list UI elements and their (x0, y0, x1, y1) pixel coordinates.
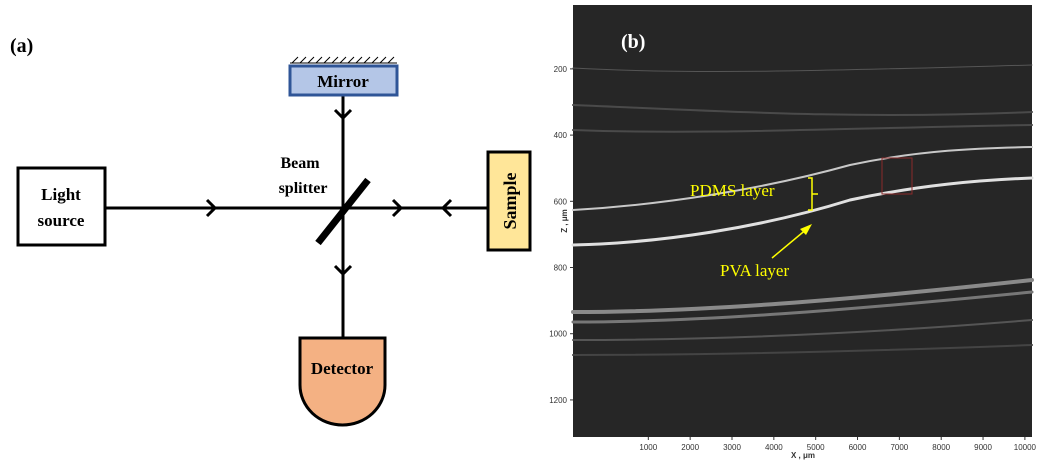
mirror-label: Mirror (317, 72, 369, 91)
x-tick-label: 6000 (849, 443, 867, 452)
panel-a: (a) Light source Mirror Beam splitter Sa… (10, 35, 530, 425)
light-source-label: Light (41, 185, 81, 204)
pdms-annotation: PDMS layer (690, 181, 775, 200)
oct-image (573, 5, 1032, 437)
beam-splitter-label: Beam (280, 155, 320, 172)
y-axis-label: Z , μm (560, 209, 569, 233)
y-tick-label: 200 (554, 65, 568, 74)
x-tick-label: 9000 (974, 443, 992, 452)
light-source-box (18, 168, 105, 245)
x-tick-label: 3000 (723, 443, 741, 452)
arrows (207, 110, 451, 274)
detector-label: Detector (311, 359, 374, 378)
mirror-hatch (290, 57, 397, 63)
y-tick-label: 1000 (549, 330, 567, 339)
x-tick-label: 1000 (639, 443, 657, 452)
panel-label: (a) (10, 35, 33, 57)
x-tick-label: 7000 (890, 443, 908, 452)
x-axis-label: X , μm (791, 451, 815, 460)
panel-label: (b) (621, 31, 645, 53)
beam-splitter-label: splitter (279, 180, 328, 197)
y-tick-label: 1200 (549, 396, 567, 405)
sample-label: Sample (500, 172, 520, 229)
panel-b: (b) PDMS layer PVA layer Z , μm X , μm 1… (549, 5, 1036, 460)
y-tick-label: 600 (554, 197, 568, 206)
x-tick-label: 5000 (807, 443, 825, 452)
y-tick-label: 800 (554, 264, 568, 273)
x-tick-label: 10000 (1014, 443, 1037, 452)
y-tick-label: 400 (554, 131, 568, 140)
light-source-label: source (38, 211, 85, 230)
x-tick-label: 2000 (681, 443, 699, 452)
x-tick-label: 4000 (765, 443, 783, 452)
figure: (a) Light source Mirror Beam splitter Sa… (0, 0, 1046, 463)
x-tick-label: 8000 (932, 443, 950, 452)
pva-annotation: PVA layer (720, 261, 789, 280)
detector-shape (300, 338, 385, 425)
